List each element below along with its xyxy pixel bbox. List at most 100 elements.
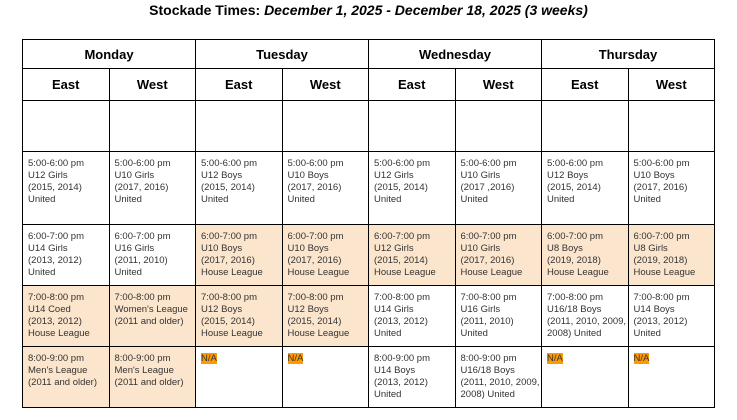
time-slot-row: 7:00-8:00 pm U14 Coed (2013, 2012) House Le… — [22, 285, 715, 347]
schedule-slot-cell: 7:00-8:00 pm U16 Girls (2011, 2010) United — [454, 285, 542, 347]
empty-cell — [281, 100, 369, 152]
slot-detail: U12 Boys — [201, 304, 243, 315]
slot-time: 6:00-7:00 pm — [28, 231, 84, 242]
side-header-west: West — [108, 68, 196, 101]
slot-detail: U8 Girls — [633, 243, 668, 254]
slot-detail: United — [547, 194, 575, 205]
slot-time: 7:00-8:00 pm — [287, 292, 344, 303]
empty-cell — [22, 100, 110, 152]
slot-detail: U10 Girls — [460, 170, 501, 181]
slot-detail: United — [374, 389, 402, 400]
time-slot-row: 8:00-9:00 pm Men's League (2011 and older)… — [22, 346, 715, 408]
slot-detail: U8 Boys — [547, 243, 583, 254]
slot-time: 6:00-7:00 pm — [547, 231, 603, 242]
slot-detail: United — [201, 194, 229, 205]
slot-detail: United — [633, 328, 661, 339]
schedule-table: Monday Tuesday Wednesday Thursday East We… — [22, 39, 715, 408]
slot-time: 7:00-8:00 pm — [114, 292, 171, 303]
slot-detail: House League — [28, 328, 90, 339]
empty-cell — [108, 100, 196, 152]
slot-detail: (2011, 2010, 2009, — [547, 316, 627, 327]
slot-time: 5:00-6:00 pm — [633, 158, 690, 169]
schedule-slot-cell: 7:00-8:00 pm U16/18 Boys (2011, 2010, 2009… — [541, 285, 629, 347]
slot-detail: U12 Girls — [374, 243, 414, 254]
slot-time: 7:00-8:00 pm — [633, 292, 690, 303]
slot-detail: (2015, 2014) — [201, 182, 255, 193]
unavailable-slot-cell: N/A — [627, 346, 715, 408]
slot-detail: United — [374, 194, 402, 205]
title-date-range: December 1, 2025 - December 18, 2025 (3 … — [264, 2, 588, 18]
slot-detail: (2017, 2016) — [114, 182, 169, 193]
slot-detail: (2015, 2014) — [374, 255, 428, 266]
slot-detail: United — [28, 267, 56, 278]
slot-time: 6:00-7:00 pm — [633, 231, 690, 242]
slot-detail: Men's League — [28, 365, 88, 376]
empty-cell — [195, 100, 283, 152]
slot-detail: (2013, 2012) — [633, 316, 688, 327]
slot-detail: 2008) United — [547, 328, 602, 339]
slot-detail: House League — [374, 267, 436, 278]
slot-detail: House League — [287, 328, 350, 339]
slot-detail: United — [460, 328, 488, 339]
slot-detail: U16 Girls — [460, 304, 501, 315]
slot-detail: House League — [633, 267, 696, 278]
slot-detail: United — [287, 194, 315, 205]
na-label: N/A — [201, 353, 277, 365]
slot-detail: (2013, 2012) — [28, 316, 82, 327]
slot-detail: (2015, 2014) — [201, 316, 255, 327]
slot-detail: (2011 and older) — [114, 377, 184, 388]
slot-detail: (2017, 2016) — [287, 182, 342, 193]
slot-detail: U12 Girls — [28, 170, 68, 181]
schedule-slot-cell: 6:00-7:00 pm U8 Boys (2019, 2018) House Lea… — [541, 224, 629, 286]
empty-cell — [541, 100, 629, 152]
slot-time: 6:00-7:00 pm — [114, 231, 171, 242]
slot-time: 5:00-6:00 pm — [547, 158, 603, 169]
slot-time: 7:00-8:00 pm — [547, 292, 603, 303]
slot-detail: (2015, 2014) — [374, 182, 428, 193]
schedule-slot-cell: 6:00-7:00 pm U12 Girls (2015, 2014) House L… — [368, 224, 456, 286]
slot-detail: (2011 and older) — [114, 316, 184, 327]
slot-detail: House League — [460, 267, 523, 278]
slot-time: 6:00-7:00 pm — [460, 231, 517, 242]
empty-cell — [627, 100, 715, 152]
na-highlight: N/A — [287, 353, 304, 364]
schedule-slot-cell: 6:00-7:00 pm U8 Girls (2019, 2018) House Le… — [627, 224, 715, 286]
slot-detail: U14 Girls — [28, 243, 68, 254]
slot-time: 5:00-6:00 pm — [28, 158, 84, 169]
side-header-east: East — [22, 68, 110, 101]
slot-time: 6:00-7:00 pm — [201, 231, 257, 242]
schedule-slot-cell: 6:00-7:00 pm U14 Girls (2013, 2012) United — [22, 224, 110, 286]
slot-detail: U10 Boys — [633, 170, 675, 181]
slot-detail: U12 Boys — [547, 170, 589, 181]
empty-cell — [454, 100, 542, 152]
slot-time: 7:00-8:00 pm — [460, 292, 517, 303]
slot-detail: (2011 and older) — [28, 377, 98, 388]
slot-detail: House League — [201, 328, 263, 339]
empty-cell — [368, 100, 456, 152]
slot-time: 8:00-9:00 pm — [460, 353, 517, 364]
slot-detail: (2013, 2012) — [374, 377, 428, 388]
na-label: N/A — [547, 353, 623, 365]
slot-detail: U10 Boys — [287, 170, 329, 181]
schedule-slot-cell: 7:00-8:00 pm U14 Girls (2013, 2012) United — [368, 285, 456, 347]
side-header-west: West — [627, 68, 715, 101]
slot-detail: United — [633, 194, 661, 205]
schedule-slot-cell: 5:00-6:00 pm U10 Girls (2017, 2016) United — [108, 151, 196, 225]
slot-time: 6:00-7:00 pm — [374, 231, 430, 242]
slot-detail: United — [28, 194, 56, 205]
schedule-slot-cell: 7:00-8:00 pm U12 Boys (2015, 2014) House Le… — [195, 285, 283, 347]
slot-detail: Men's League — [114, 365, 174, 376]
unavailable-slot-cell: N/A — [195, 346, 283, 408]
slot-detail: U12 Boys — [287, 304, 329, 315]
time-slot-row: 6:00-7:00 pm U14 Girls (2013, 2012) United 6… — [22, 224, 715, 286]
slot-detail: Women's League — [114, 304, 188, 315]
schedule-slot-cell: 7:00-8:00 pm Women's League (2011 and olde… — [108, 285, 196, 347]
na-highlight: N/A — [547, 353, 563, 364]
slot-detail: (2015, 2014) — [547, 182, 601, 193]
slot-time: 6:00-7:00 pm — [287, 231, 344, 242]
slot-detail: United — [114, 194, 142, 205]
schedule-slot-cell: 5:00-6:00 pm U10 Girls (2017 ,2016) United — [454, 151, 542, 225]
slot-time: 5:00-6:00 pm — [114, 158, 171, 169]
slot-detail: (2019, 2018) — [547, 255, 601, 266]
schedule-slot-cell: 5:00-6:00 pm U12 Girls (2015, 2014) United — [368, 151, 456, 225]
